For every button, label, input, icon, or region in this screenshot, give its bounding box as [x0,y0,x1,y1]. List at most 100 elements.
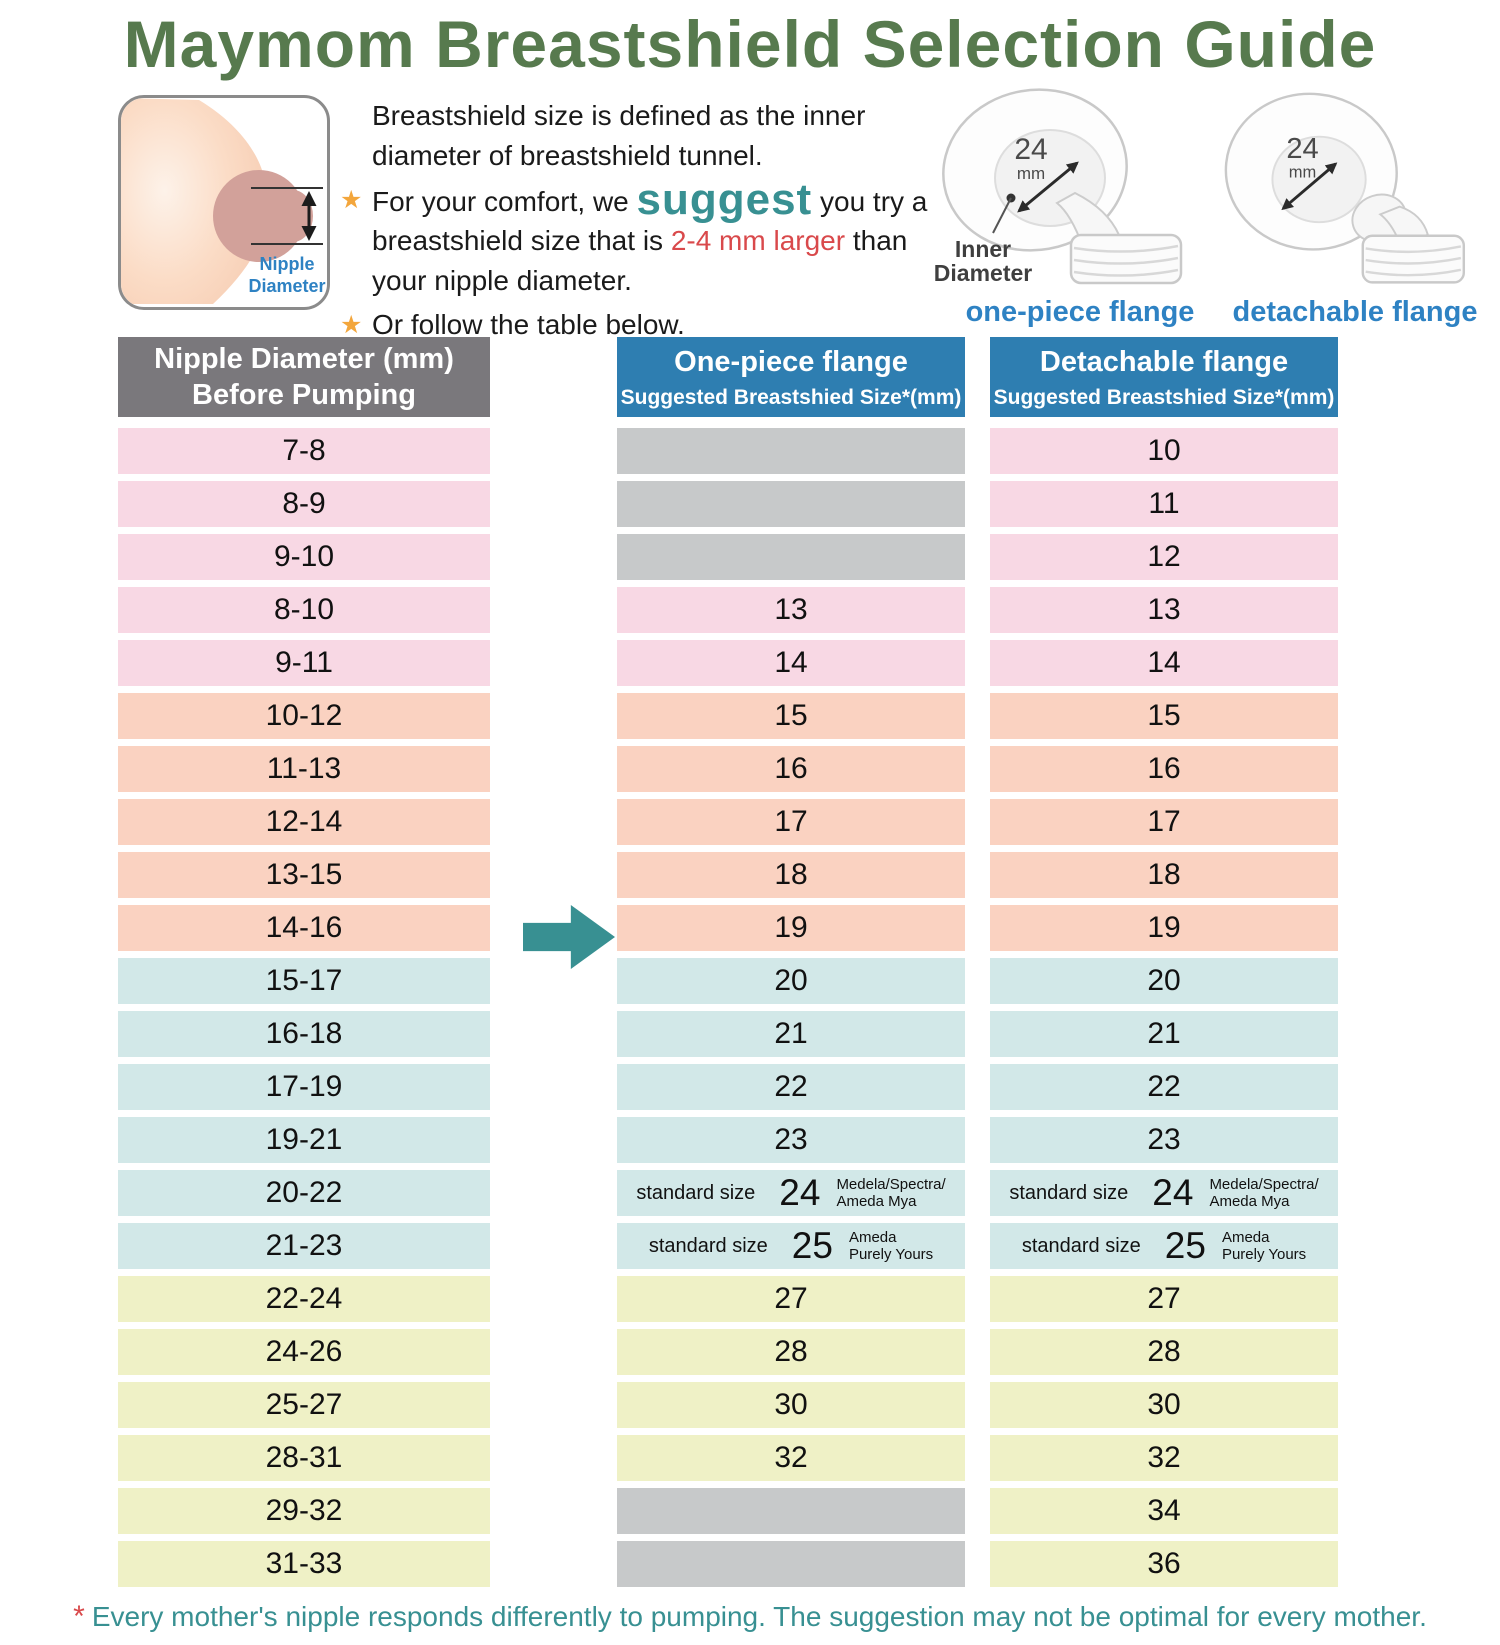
one-piece-size-cell: 13 [617,587,965,633]
one-piece-size-cell: 15 [617,693,965,739]
header-subline: Suggested Breastshied Size*(mm) [620,385,962,409]
table-rows: 7-8 10 8-9 11 9-10 12 8-10 13 13 9-11 14 14 10-12 15 1… [118,428,1338,1587]
nipple-diameter-cell: 9-11 [118,640,490,686]
detachable-size-cell: 22 [990,1064,1338,1110]
detachable-size-cell: 11 [990,481,1338,527]
detachable-size-cell: 10 [990,428,1338,474]
one-piece-size-cell [617,481,965,527]
detachable-size-cell: 16 [990,746,1338,792]
size-value: 24 [1152,1172,1194,1213]
nipple-diameter-cell: 31-33 [118,1541,490,1587]
detachable-size-cell: 13 [990,587,1338,633]
one-piece-size-cell: standard size 24 Medela/Spectra/Ameda Mya [617,1170,965,1216]
nipple-diameter-cell: 9-10 [118,534,490,580]
inner-diameter-arrow-icon [1281,162,1338,211]
one-piece-flange-figure: 24 mm Inner Diameter [935,84,1225,296]
detachable-size-cell: 20 [990,958,1338,1004]
nipple-diameter-cell: 10-12 [118,693,490,739]
star-icon: ★ [340,310,363,339]
nipple-diameter-cell: 12-14 [118,799,490,845]
one-piece-size-cell [617,1541,965,1587]
pump-brands-note: Medela/Spectra/Ameda Mya [1209,1175,1319,1210]
detachable-flange-figure: 24 mm [1215,92,1495,296]
nipple-diameter-cell: 22-24 [118,1276,490,1322]
one-piece-size-cell: 27 [617,1276,965,1322]
table-row: 28-31 32 32 [118,1435,1338,1481]
table-header: Nipple Diameter (mm) Before Pumping One-… [118,337,1338,417]
table-row: 8-9 11 [118,481,1338,527]
table-row: 10-12 15 15 [118,693,1338,739]
nipple-diameter-cell: 25-27 [118,1382,490,1428]
size-value: 25 [791,1225,833,1266]
table-row: 21-23 standard size 25 Ameda Purely Yours sta… [118,1223,1338,1269]
table-row: 13-15 18 18 [118,852,1338,898]
star-icon: ★ [340,185,363,214]
detachable-size-cell: 15 [990,693,1338,739]
intro-sentence: Breastshield size is defined as the inne… [372,100,866,171]
footnote-asterisk: * [73,1600,85,1633]
nipple-diameter-cell: 24-26 [118,1329,490,1375]
header-line: Before Pumping [192,379,416,411]
header-subline: Suggested Breastshied Size*(mm) [993,385,1335,409]
table-row: 9-11 14 14 [118,640,1338,686]
inner-diameter-label-line2: Diameter [935,260,1032,286]
one-piece-size-cell [617,1488,965,1534]
table-row: 31-33 36 [118,1541,1338,1587]
detachable-size-cell: 23 [990,1117,1338,1163]
detachable-size-cell: 30 [990,1382,1338,1428]
header-line: Detachable flange [1039,346,1289,379]
pump-brands-note: Ameda Purely Yours [1221,1228,1307,1263]
areola-shape [213,170,305,262]
one-piece-size-cell: 20 [617,958,965,1004]
detachable-size-cell: 17 [990,799,1338,845]
inner-diameter-label-line1: Inner [955,236,1011,262]
detachable-size-cell: standard size 25 Ameda Purely Yours [990,1223,1338,1269]
one-piece-size-cell: 32 [617,1435,965,1481]
bullet2-text: Or follow the table below. [372,308,685,340]
selection-table: Nipple Diameter (mm) Before Pumping One-… [118,337,1338,1587]
table-row: 12-14 17 17 [118,799,1338,845]
flange-size-unit: mm [1289,163,1317,181]
page-title: Maymom Breastshield Selection Guide [123,7,1377,81]
nipple-diameter-cell: 29-32 [118,1488,490,1534]
nipple-diameter-cell: 8-9 [118,481,490,527]
nipple-diameter-cell: 8-10 [118,587,490,633]
nipple-diameter-cell: 15-17 [118,958,490,1004]
detachable-size-cell: 18 [990,852,1338,898]
one-piece-size-cell: 21 [617,1011,965,1057]
size-value: 24 [779,1172,821,1213]
one-piece-size-cell: 23 [617,1117,965,1163]
flange-size-value: 24 [1014,133,1047,166]
size-value: 25 [1164,1225,1206,1266]
footnote-text: Every mother's nipple responds different… [91,1601,1427,1632]
one-piece-size-cell: 22 [617,1064,965,1110]
column-gap [490,337,617,417]
nipple-diameter-cell: 21-23 [118,1223,490,1269]
header-line: Nipple Diameter (mm) [154,342,454,375]
table-row: 20-22 standard size 24 Medela/Spectra/Ameda… [118,1170,1338,1216]
inner-diameter-arrow-icon [1017,161,1079,213]
detachable-size-cell: 21 [990,1011,1338,1057]
nipple-diameter-diagram: Nipple Diameter [118,95,330,310]
detachable-size-cell: 34 [990,1488,1338,1534]
pump-brands-note: Medela/Spectra/Ameda Mya [836,1175,946,1210]
flange-size-value: 24 [1286,133,1318,165]
standard-size-label: standard size [636,1181,756,1204]
table-row: 14-16 19 19 [118,905,1338,951]
detachable-size-cell: 27 [990,1276,1338,1322]
table-row: 17-19 22 22 [118,1064,1338,1110]
detachable-flange-caption: detachable flange [1232,296,1478,328]
nipple-diameter-cell: 11-13 [118,746,490,792]
table-row: 15-17 20 20 [118,958,1338,1004]
nipple-diameter-cell: 13-15 [118,852,490,898]
bullet1-text: For your comfort, we suggest you try a b… [372,174,928,296]
intro-text: Breastshield size is defined as the inne… [340,96,947,345]
one-piece-flange-caption: one-piece flange [965,296,1195,328]
standard-size-label: standard size [1009,1181,1129,1204]
one-piece-size-cell: 17 [617,799,965,845]
table-row: 22-24 27 27 [118,1276,1338,1322]
one-piece-size-cell: 18 [617,852,965,898]
flange-size-unit: mm [1017,164,1045,183]
intro-bullet-2: ★ Or follow the table below. [340,305,947,345]
table-row: 9-10 12 [118,534,1338,580]
